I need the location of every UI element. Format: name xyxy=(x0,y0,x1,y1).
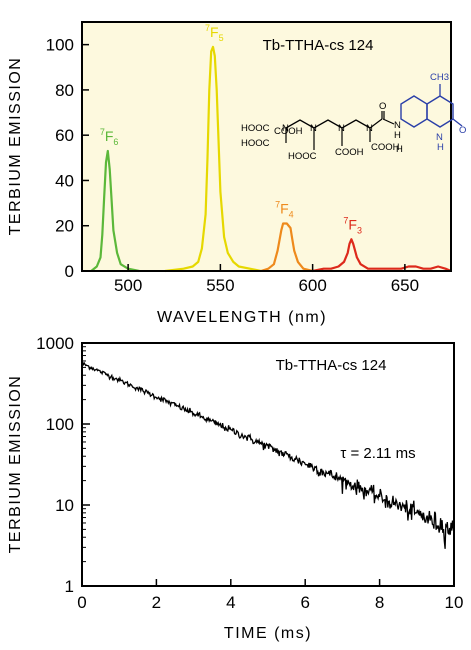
structure-backbone xyxy=(285,119,371,129)
decay-title: Tb-TTHA-cs 124 xyxy=(276,357,387,374)
structure-label: HOOC xyxy=(241,123,270,134)
structure-bond xyxy=(382,118,395,125)
y-tick-label: 1 xyxy=(65,577,74,596)
structure-label: COOH xyxy=(371,142,400,153)
chemical-structure-icon: HOOC HOOC HOOC COOH COOH COOH N N N N O … xyxy=(241,72,466,162)
decay-series-group xyxy=(81,361,455,549)
x-tick-label: 600 xyxy=(298,276,326,295)
y-tick-label: 1000 xyxy=(36,334,74,353)
spectrum-series-group: 7F6 7F5 7F4 7F3 xyxy=(90,23,452,273)
structure-label: N xyxy=(366,123,373,134)
x-tick-label: 8 xyxy=(375,593,384,612)
y-tick-label: 60 xyxy=(55,126,74,145)
spectrum-plot-frame xyxy=(81,21,452,272)
structure-label: N xyxy=(394,120,401,131)
y-tick-label: 40 xyxy=(55,171,74,190)
decay-panel: 0 2 4 6 8 10 1 10 100 1000 Tb-TTHA-cs 124 τ = 2.1… xyxy=(7,334,463,642)
peak-label: 7F6 xyxy=(100,127,119,147)
y-tick-label: 20 xyxy=(55,217,74,236)
coumarin-label: O xyxy=(459,125,466,136)
decay-y-axis-title: TERBIUM EMISSION xyxy=(7,375,24,554)
y-tick-label: 100 xyxy=(46,415,74,434)
y-tick-label: 0 xyxy=(65,262,74,281)
spectrum-panel: 7F6 7F5 7F4 7F3 500 550 600 650 0 20 40 60 80 100 Tb… xyxy=(7,21,466,326)
decay-plot-frame xyxy=(81,342,455,587)
structure-label: COOH xyxy=(335,147,364,158)
peak-label: 7F5 xyxy=(205,23,224,43)
x-tick-label: 650 xyxy=(391,276,419,295)
coumarin-label: CH3 xyxy=(430,72,449,83)
y-tick-label: 10 xyxy=(55,496,74,515)
structure-label: O xyxy=(379,101,386,112)
peak-label: 7F3 xyxy=(343,215,362,235)
spectrum-title: Tb-TTHA-cs 124 xyxy=(263,37,374,54)
x-tick-label: 500 xyxy=(114,276,142,295)
decay-lifetime-annotation: τ = 2.11 ms xyxy=(340,445,415,462)
decay-x-axis-title: TIME (ms) xyxy=(224,625,312,642)
structure-label: HOOC xyxy=(241,138,270,149)
structure-label: N xyxy=(338,123,345,134)
spectrum-y-axis-title: TERBIUM EMISSION xyxy=(7,57,24,236)
structure-bond xyxy=(369,118,383,129)
coumarin-bond xyxy=(452,118,463,127)
spectrum-series-line xyxy=(164,45,262,273)
structure-label: N xyxy=(282,123,289,134)
spectrum-series-line xyxy=(312,238,452,273)
structure-label: HOOC xyxy=(288,151,317,162)
y-tick-label: 80 xyxy=(55,81,74,100)
spectrum-series-line xyxy=(260,222,313,273)
x-tick-label: 4 xyxy=(226,593,235,612)
x-tick-label: 550 xyxy=(206,276,234,295)
spectrum-plot-background xyxy=(82,22,451,271)
structure-label: COOH xyxy=(274,126,303,137)
x-tick-label: 10 xyxy=(445,593,464,612)
structure-label: H xyxy=(394,130,401,141)
decay-series-line xyxy=(81,361,455,549)
y-tick-label: 100 xyxy=(46,36,74,55)
coumarin-ring-icon: CH3 N H O xyxy=(400,72,466,153)
decay-axis-ticks: 0 2 4 6 8 10 1 10 100 1000 xyxy=(36,334,463,612)
spectrum-series-line xyxy=(90,149,140,273)
coumarin-label: N xyxy=(436,132,443,143)
spectrum-x-axis-title: WAVELENGTH (nm) xyxy=(157,309,327,326)
x-tick-label: 0 xyxy=(77,593,86,612)
x-tick-label: 6 xyxy=(300,593,309,612)
structure-label: N xyxy=(310,123,317,134)
peak-label: 7F4 xyxy=(275,199,294,219)
coumarin-label: H xyxy=(437,142,444,153)
structure-label: H xyxy=(396,144,403,155)
spectrum-axis-ticks: 500 550 600 650 0 20 40 60 80 100 xyxy=(46,36,419,295)
x-tick-label: 2 xyxy=(152,593,161,612)
